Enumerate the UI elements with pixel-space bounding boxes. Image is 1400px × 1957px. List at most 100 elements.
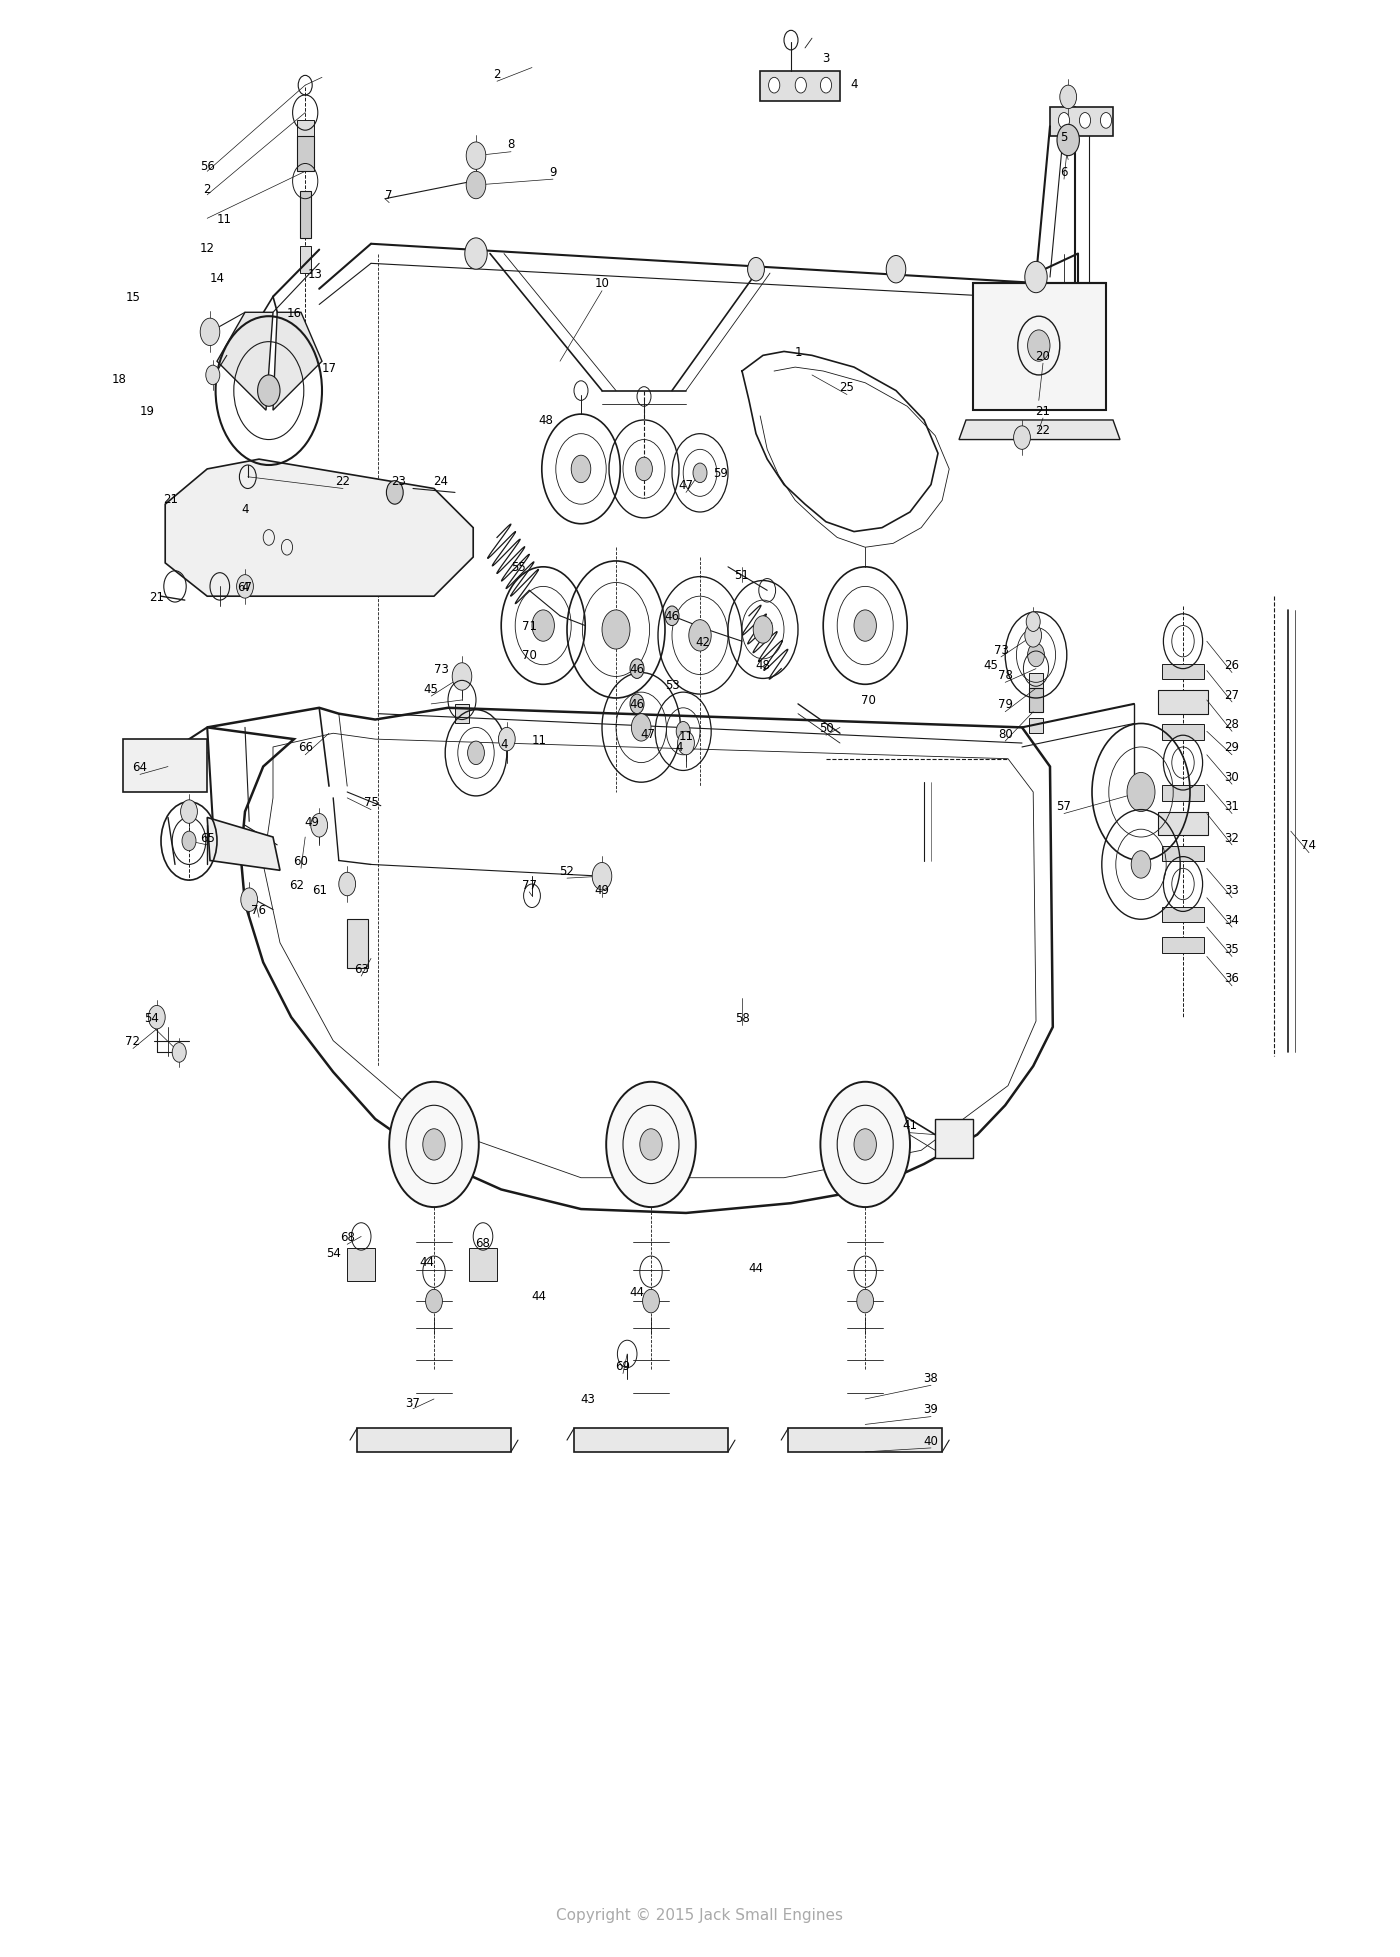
Text: 46: 46 <box>630 663 644 675</box>
Polygon shape <box>207 818 280 871</box>
Text: 72: 72 <box>126 1035 140 1047</box>
Circle shape <box>606 1082 696 1207</box>
Text: 23: 23 <box>392 476 406 487</box>
Circle shape <box>748 258 764 282</box>
Text: 62: 62 <box>290 879 304 890</box>
Circle shape <box>498 728 515 751</box>
Circle shape <box>854 611 876 642</box>
Text: 43: 43 <box>581 1393 595 1405</box>
Text: 47: 47 <box>679 479 693 491</box>
Circle shape <box>643 1290 659 1313</box>
Circle shape <box>1025 624 1042 648</box>
Circle shape <box>678 732 694 755</box>
Text: 2: 2 <box>493 68 501 80</box>
Polygon shape <box>788 1429 942 1452</box>
Circle shape <box>1057 125 1079 157</box>
Bar <box>1158 812 1208 836</box>
Text: 41: 41 <box>903 1119 917 1131</box>
Polygon shape <box>347 1249 375 1282</box>
Text: 6: 6 <box>1060 166 1068 178</box>
Polygon shape <box>574 1429 728 1452</box>
Text: 47: 47 <box>641 728 655 740</box>
Text: 19: 19 <box>140 405 154 417</box>
Circle shape <box>1079 114 1091 129</box>
Circle shape <box>386 481 403 505</box>
Text: 73: 73 <box>434 663 448 675</box>
Text: 46: 46 <box>665 611 679 622</box>
Text: 35: 35 <box>1225 943 1239 955</box>
Text: 1: 1 <box>794 346 802 358</box>
Circle shape <box>311 814 328 838</box>
Circle shape <box>571 456 591 483</box>
Text: 56: 56 <box>200 160 214 172</box>
Text: 31: 31 <box>1225 800 1239 812</box>
Text: 11: 11 <box>217 213 231 225</box>
Circle shape <box>241 888 258 912</box>
Text: 67: 67 <box>238 581 252 593</box>
Bar <box>300 192 311 239</box>
Bar <box>1162 845 1204 861</box>
Circle shape <box>1127 773 1155 812</box>
Circle shape <box>466 172 486 200</box>
Text: 68: 68 <box>340 1231 354 1243</box>
Text: 80: 80 <box>998 728 1012 740</box>
Circle shape <box>630 660 644 679</box>
Circle shape <box>631 714 651 742</box>
Circle shape <box>468 742 484 765</box>
Text: 57: 57 <box>1057 800 1071 812</box>
Circle shape <box>886 256 906 284</box>
Text: 22: 22 <box>336 476 350 487</box>
Text: 4: 4 <box>241 503 249 515</box>
Polygon shape <box>217 313 273 411</box>
Polygon shape <box>357 1429 511 1452</box>
Circle shape <box>200 319 220 346</box>
Text: 11: 11 <box>532 734 546 746</box>
Text: 24: 24 <box>434 476 448 487</box>
Circle shape <box>466 143 486 170</box>
Circle shape <box>689 620 711 652</box>
Circle shape <box>237 575 253 599</box>
Text: 60: 60 <box>294 855 308 867</box>
Text: 75: 75 <box>364 796 378 808</box>
Bar <box>1029 689 1043 712</box>
Text: 21: 21 <box>164 493 178 505</box>
Circle shape <box>1025 262 1047 294</box>
Circle shape <box>1058 114 1070 129</box>
Text: 20: 20 <box>1036 350 1050 362</box>
Text: 54: 54 <box>144 1012 158 1024</box>
Text: 36: 36 <box>1225 973 1239 984</box>
Circle shape <box>389 1082 479 1207</box>
Text: 45: 45 <box>984 660 998 671</box>
Circle shape <box>1131 851 1151 879</box>
Circle shape <box>1100 114 1112 129</box>
Text: 9: 9 <box>549 166 557 178</box>
Bar <box>297 121 314 141</box>
Text: 70: 70 <box>522 650 536 661</box>
Text: 50: 50 <box>819 722 833 734</box>
Circle shape <box>426 1290 442 1313</box>
Text: 48: 48 <box>756 660 770 671</box>
Bar <box>300 247 311 274</box>
Circle shape <box>640 1129 662 1161</box>
Text: 32: 32 <box>1225 832 1239 843</box>
Text: 64: 64 <box>133 761 147 773</box>
Text: 59: 59 <box>714 468 728 479</box>
Text: 12: 12 <box>200 243 214 254</box>
Circle shape <box>795 78 806 94</box>
Circle shape <box>172 1043 186 1063</box>
Circle shape <box>630 695 644 714</box>
Circle shape <box>769 78 780 94</box>
Circle shape <box>1014 427 1030 450</box>
Polygon shape <box>973 284 1106 411</box>
Text: 68: 68 <box>476 1237 490 1249</box>
Polygon shape <box>935 1119 973 1159</box>
Circle shape <box>532 611 554 642</box>
Polygon shape <box>760 72 840 102</box>
Bar <box>1158 691 1208 714</box>
Text: 4: 4 <box>241 581 249 593</box>
Text: 66: 66 <box>298 742 312 753</box>
Text: 73: 73 <box>994 644 1008 656</box>
Bar <box>297 137 314 172</box>
Circle shape <box>1028 331 1050 362</box>
Text: 34: 34 <box>1225 914 1239 926</box>
